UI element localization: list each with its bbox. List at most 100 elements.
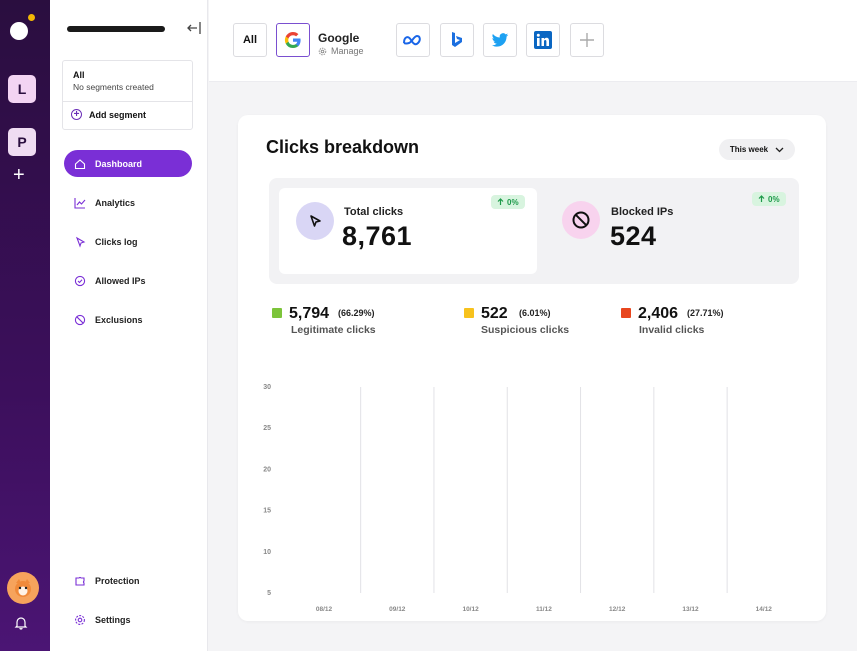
notification-dot [28,14,35,21]
sidebar: All No segments created + Add segment Da… [50,0,208,651]
home-icon [74,158,86,169]
blocked-ips-change-badge: 0% [752,192,786,206]
segment-selector[interactable]: All No segments created + Add segment [62,60,193,130]
sidebar-item-settings[interactable]: Settings [64,606,192,633]
cursor-icon [296,202,334,240]
add-segment-label: Add segment [89,109,147,120]
platform-meta-button[interactable] [396,23,430,57]
blocked-ips-label: Blocked IPs [611,206,674,218]
x-tick-label: 08/12 [316,606,333,613]
chevron-down-icon [775,147,784,152]
y-tick-label: 5 [267,590,271,597]
suspicious-clicks-label: Suspicious clicks [481,324,570,336]
y-tick-label: 20 [263,466,271,473]
platform-bing-button[interactable] [440,23,474,57]
x-tick-label: 14/12 [756,606,773,613]
invalid-clicks-label: Invalid clicks [639,324,705,336]
add-platform-icon [580,33,594,47]
linkedin-icon [534,31,552,49]
fox-avatar-icon [15,579,31,597]
sidebar-item-label: Clicks log [95,236,138,247]
app-logo[interactable] [10,22,28,40]
platform-bar: All Google Manage [209,0,857,82]
legitimate-clicks-value: 5,794 [289,305,330,322]
sidebar-item-label: Analytics [95,197,136,208]
platform-google-button[interactable] [276,23,310,57]
card-title: Clicks breakdown [266,137,420,157]
sidebar-item-allowed-ips[interactable]: Allowed IPs [64,267,192,294]
workspace-rail: L P + [0,0,50,651]
suspicious-clicks-percent: (6.01%) [519,308,551,318]
invalid-clicks-value: 2,406 [638,305,679,322]
total-clicks-label: Total clicks [344,206,404,218]
x-tick-label: 09/12 [389,606,406,613]
legitimate-clicks-label: Legitimate clicks [291,324,376,336]
sidebar-item-exclusions[interactable]: Exclusions [64,306,192,333]
twitter-icon [491,32,509,47]
blocked-ips-change: 0% [768,194,780,204]
segment-title: All [73,70,85,80]
invalid-clicks-percent: (27.71%) [687,308,724,318]
date-range-dropdown[interactable]: This week [719,139,795,160]
google-account-name: Google [318,31,360,45]
chart-line-icon [74,197,86,209]
x-tick-label: 13/12 [682,606,699,613]
sidebar-item-analytics[interactable]: Analytics [64,189,192,216]
legitimate-clicks-percent: (66.29%) [338,308,375,318]
avatar[interactable] [7,572,39,604]
sidebar-item-label: Settings [95,614,131,625]
date-range-label: This week [729,145,769,154]
manage-label: Manage [331,46,364,56]
total-clicks-change-badge: 0% [491,195,525,209]
block-icon [562,201,600,239]
workspace-l-button[interactable]: L [8,75,36,103]
sidebar-item-label: Protection [95,575,140,586]
bing-icon [452,32,462,47]
gear-icon [75,614,85,625]
plus-circle-icon: + [71,109,82,120]
legend-swatch-legitimate [272,308,282,318]
arrow-up-icon [497,198,504,205]
legend-swatch-suspicious [464,308,474,318]
platform-all-button[interactable]: All [233,23,267,57]
cursor-icon [75,236,86,248]
x-tick-label: 12/12 [609,606,626,613]
clicks-breakdown-card: Clicks breakdown This week Total clicks … [238,115,826,621]
block-icon [74,314,86,325]
arrow-up-icon [758,195,765,202]
add-segment-button[interactable]: + Add segment [71,109,146,120]
y-tick-label: 30 [263,384,271,391]
segment-subtitle: No segments created [73,82,154,92]
check-circle-icon [74,275,86,286]
sidebar-item-dashboard[interactable]: Dashboard [64,150,192,177]
add-workspace-icon[interactable]: + [13,164,25,186]
legend-swatch-invalid [621,308,631,318]
workspace-p-button[interactable]: P [8,128,36,156]
stats-panel: Total clicks 8,761 0% Blocked IPs 524 0% [269,178,799,284]
puzzle-icon [75,576,85,586]
account-name-bar [67,26,165,32]
google-icon [284,31,301,49]
x-tick-label: 11/12 [536,606,552,613]
x-tick-label: 10/12 [462,606,479,613]
total-clicks-value: 8,761 [342,221,413,251]
sidebar-item-clicks-log[interactable]: Clicks log [64,228,192,255]
google-manage-link[interactable]: Manage [318,46,364,56]
total-clicks-card: Total clicks 8,761 0% [279,188,537,274]
gear-icon [318,47,327,55]
platform-linkedin-button[interactable] [526,23,560,57]
suspicious-clicks-value: 522 [481,305,508,322]
y-tick-label: 10 [263,549,271,556]
add-platform-button[interactable] [570,23,604,57]
bell-icon[interactable] [14,616,28,635]
collapse-sidebar-icon[interactable] [186,20,202,36]
y-tick-label: 15 [263,508,271,515]
platform-twitter-button[interactable] [483,23,517,57]
clicks-chart: 30 25 20 15 10 5 08/12 09/12 10/12 11/12 12/12 13/1… [263,384,773,613]
sidebar-item-label: Dashboard [95,158,143,169]
sidebar-item-label: Exclusions [95,314,143,325]
total-clicks-change: 0% [507,197,519,207]
sidebar-item-protection[interactable]: Protection [64,567,192,594]
y-tick-label: 25 [263,425,271,432]
meta-icon [403,34,421,46]
